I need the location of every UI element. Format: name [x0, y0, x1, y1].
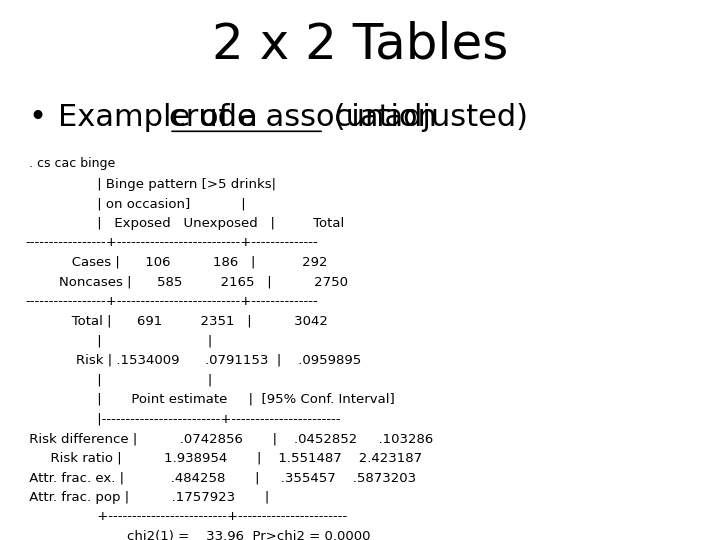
- Text: chi2(1) =    33.96  Pr>chi2 = 0.0000: chi2(1) = 33.96 Pr>chi2 = 0.0000: [25, 530, 371, 540]
- Text: Noncases |      585         2165   |          2750: Noncases | 585 2165 | 2750: [25, 275, 348, 288]
- Text: Attr. frac. pop |          .1757923       |: Attr. frac. pop | .1757923 |: [25, 491, 269, 504]
- Text: Attr. frac. ex. |           .484258       |     .355457    .5873203: Attr. frac. ex. | .484258 | .355457 .587…: [25, 471, 416, 484]
- Text: |   Exposed   Unexposed   |         Total: | Exposed Unexposed | Total: [25, 217, 344, 230]
- Text: crude association: crude association: [169, 103, 437, 132]
- Text: |       Point estimate     |  [95% Conf. Interval]: | Point estimate | [95% Conf. Interval]: [25, 393, 395, 406]
- Text: . cs cac binge: . cs cac binge: [29, 157, 115, 170]
- Text: (unadjusted): (unadjusted): [324, 103, 528, 132]
- Text: -----------------+--------------------------+--------------: -----------------+----------------------…: [25, 295, 318, 308]
- Text: Risk difference |          .0742856       |    .0452852     .103286: Risk difference | .0742856 | .0452852 .1…: [25, 432, 433, 445]
- Text: Cases |      106          186   |           292: Cases | 106 186 | 292: [25, 256, 328, 269]
- Text: | on occasion]            |: | on occasion] |: [25, 197, 246, 210]
- Text: Total |      691         2351   |          3042: Total | 691 2351 | 3042: [25, 315, 328, 328]
- Text: | Binge pattern [>5 drinks|: | Binge pattern [>5 drinks|: [25, 178, 276, 191]
- Text: 2 x 2 Tables: 2 x 2 Tables: [212, 21, 508, 69]
- Text: •: •: [29, 103, 47, 132]
- Text: Example of a: Example of a: [58, 103, 267, 132]
- Text: |                         |: | |: [25, 334, 212, 347]
- Text: |-------------------------+-----------------------: |-------------------------+-------------…: [25, 413, 341, 426]
- Text: Risk ratio |          1.938954       |    1.551487    2.423187: Risk ratio | 1.938954 | 1.551487 2.42318…: [25, 451, 423, 464]
- Text: |                         |: | |: [25, 373, 212, 386]
- Text: +-------------------------+-----------------------: +-------------------------+-------------…: [25, 510, 348, 523]
- Text: -----------------+--------------------------+--------------: -----------------+----------------------…: [25, 237, 318, 249]
- Text: Risk | .1534009      .0791153  |    .0959895: Risk | .1534009 .0791153 | .0959895: [25, 354, 361, 367]
